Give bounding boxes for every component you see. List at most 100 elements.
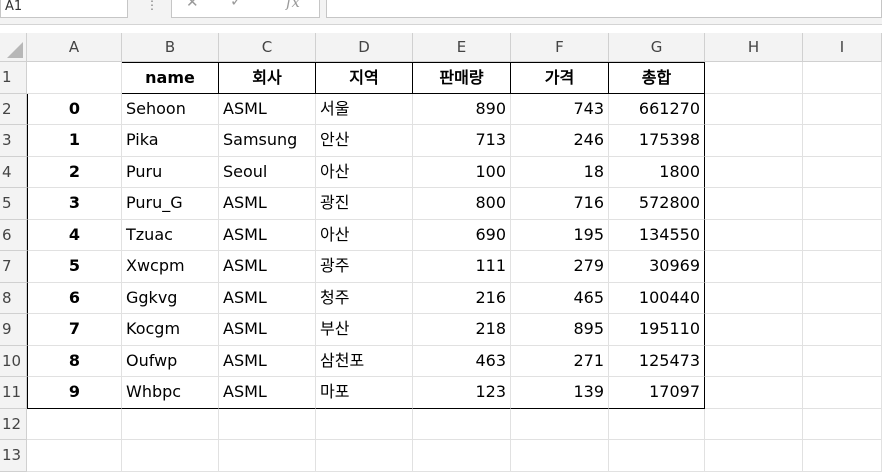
index-cell[interactable]: 0 <box>27 93 122 125</box>
table-cell[interactable]: 195 <box>511 219 609 251</box>
index-cell[interactable]: 8 <box>27 345 122 377</box>
empty-cell[interactable] <box>705 156 803 188</box>
column-header-g[interactable]: G <box>609 33 705 62</box>
empty-cell[interactable] <box>705 93 803 125</box>
empty-cell[interactable] <box>803 408 882 440</box>
row-header-5[interactable]: 5 <box>0 188 27 220</box>
table-cell[interactable]: ASML <box>219 251 316 283</box>
row-header-8[interactable]: 8 <box>0 282 27 314</box>
table-header-cell[interactable]: name <box>122 62 219 94</box>
table-cell[interactable]: Sehoon <box>122 93 219 125</box>
column-header-a[interactable]: A <box>27 33 122 62</box>
empty-cell[interactable] <box>122 408 219 440</box>
empty-cell[interactable] <box>413 408 511 440</box>
table-cell[interactable]: 30969 <box>609 251 705 283</box>
empty-cell[interactable] <box>122 440 219 472</box>
empty-cell[interactable] <box>803 251 882 283</box>
table-cell[interactable]: 111 <box>413 251 511 283</box>
empty-cell[interactable] <box>705 440 803 472</box>
enter-icon[interactable]: ✓ <box>230 0 243 10</box>
empty-cell[interactable] <box>316 440 413 472</box>
empty-cell[interactable] <box>803 156 882 188</box>
empty-cell[interactable] <box>803 282 882 314</box>
empty-cell[interactable] <box>609 408 705 440</box>
table-cell[interactable]: ASML <box>219 282 316 314</box>
table-cell[interactable]: 광주 <box>316 251 413 283</box>
empty-cell[interactable] <box>27 408 122 440</box>
empty-cell[interactable] <box>705 377 803 409</box>
table-header-cell[interactable]: 가격 <box>511 62 609 94</box>
table-header-cell[interactable] <box>27 62 122 94</box>
empty-cell[interactable] <box>705 125 803 157</box>
table-cell[interactable]: 716 <box>511 188 609 220</box>
index-cell[interactable]: 1 <box>27 125 122 157</box>
cancel-icon[interactable]: ✕ <box>186 0 199 11</box>
table-cell[interactable]: 195110 <box>609 314 705 346</box>
table-cell[interactable]: Pika <box>122 125 219 157</box>
table-cell[interactable]: 800 <box>413 188 511 220</box>
index-cell[interactable]: 4 <box>27 219 122 251</box>
name-box-resize-handle[interactable]: ⋮ <box>146 0 158 12</box>
index-cell[interactable]: 9 <box>27 377 122 409</box>
table-cell[interactable]: 139 <box>511 377 609 409</box>
table-cell[interactable]: ASML <box>219 377 316 409</box>
empty-cell[interactable] <box>705 219 803 251</box>
column-header-i[interactable]: I <box>803 33 882 62</box>
table-cell[interactable]: 216 <box>413 282 511 314</box>
table-cell[interactable]: 465 <box>511 282 609 314</box>
empty-cell[interactable] <box>803 440 882 472</box>
table-cell[interactable]: ASML <box>219 345 316 377</box>
row-header-4[interactable]: 4 <box>0 156 27 188</box>
empty-cell[interactable] <box>803 219 882 251</box>
table-cell[interactable]: Ggkvg <box>122 282 219 314</box>
column-header-c[interactable]: C <box>219 33 316 62</box>
empty-cell[interactable] <box>219 408 316 440</box>
row-header-11[interactable]: 11 <box>0 377 27 409</box>
empty-cell[interactable] <box>803 377 882 409</box>
table-cell[interactable]: 아산 <box>316 156 413 188</box>
empty-cell[interactable] <box>316 408 413 440</box>
table-cell[interactable]: ASML <box>219 219 316 251</box>
table-cell[interactable]: 광진 <box>316 188 413 220</box>
table-cell[interactable]: Samsung <box>219 125 316 157</box>
table-cell[interactable]: 890 <box>413 93 511 125</box>
table-cell[interactable]: 1800 <box>609 156 705 188</box>
table-cell[interactable]: 아산 <box>316 219 413 251</box>
empty-cell[interactable] <box>705 188 803 220</box>
table-cell[interactable]: Puru_G <box>122 188 219 220</box>
table-cell[interactable]: 서울 <box>316 93 413 125</box>
table-header-cell[interactable]: 총합 <box>609 62 705 94</box>
table-cell[interactable]: Whbpc <box>122 377 219 409</box>
table-cell[interactable]: 246 <box>511 125 609 157</box>
table-cell[interactable]: 청주 <box>316 282 413 314</box>
table-cell[interactable]: 218 <box>413 314 511 346</box>
name-box[interactable]: A1 <box>0 0 128 18</box>
formula-input[interactable] <box>326 0 882 18</box>
empty-cell[interactable] <box>705 62 803 94</box>
table-cell[interactable]: Seoul <box>219 156 316 188</box>
row-header-6[interactable]: 6 <box>0 219 27 251</box>
insert-function-icon[interactable]: fx <box>286 0 301 11</box>
column-header-b[interactable]: B <box>122 33 219 62</box>
table-cell[interactable]: 삼천포 <box>316 345 413 377</box>
empty-cell[interactable] <box>511 408 609 440</box>
empty-cell[interactable] <box>705 314 803 346</box>
empty-cell[interactable] <box>705 251 803 283</box>
table-cell[interactable]: 463 <box>413 345 511 377</box>
row-header-10[interactable]: 10 <box>0 345 27 377</box>
table-cell[interactable]: 713 <box>413 125 511 157</box>
column-header-f[interactable]: F <box>511 33 609 62</box>
row-header-12[interactable]: 12 <box>0 408 27 440</box>
table-cell[interactable]: ASML <box>219 188 316 220</box>
table-cell[interactable]: 271 <box>511 345 609 377</box>
column-header-d[interactable]: D <box>316 33 413 62</box>
empty-cell[interactable] <box>803 345 882 377</box>
table-cell[interactable]: 18 <box>511 156 609 188</box>
table-cell[interactable]: 661270 <box>609 93 705 125</box>
index-cell[interactable]: 3 <box>27 188 122 220</box>
table-header-cell[interactable]: 회사 <box>219 62 316 94</box>
table-cell[interactable]: Kocgm <box>122 314 219 346</box>
table-cell[interactable]: Oufwp <box>122 345 219 377</box>
index-cell[interactable]: 6 <box>27 282 122 314</box>
index-cell[interactable]: 5 <box>27 251 122 283</box>
